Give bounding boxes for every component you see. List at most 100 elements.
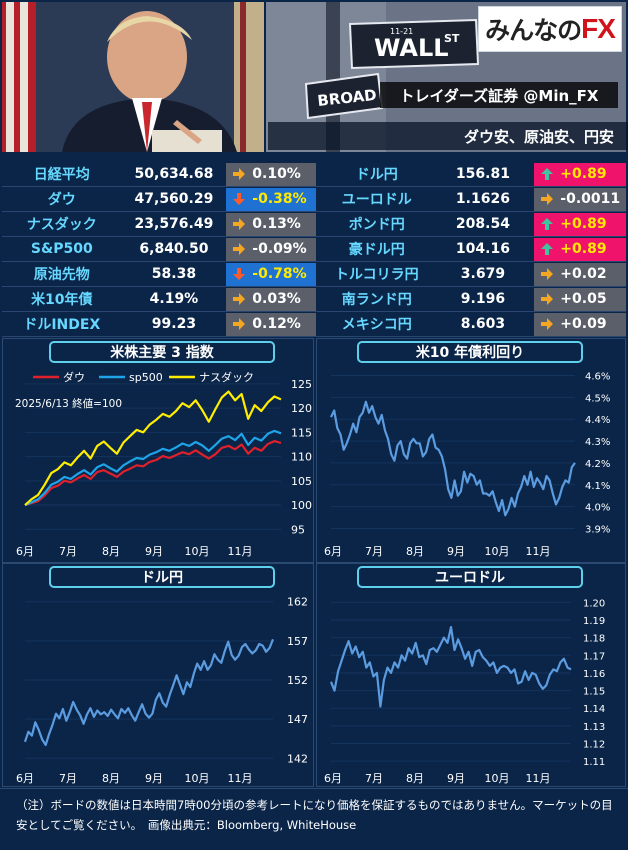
base-date-note: 2025/6/13 終値=100 xyxy=(15,397,122,410)
fx-name: ユーロドル xyxy=(341,192,412,208)
us-indices-chart: 95 100 105 110 115 120 125 6月 7月 8月 9月 10月 11月 ダウ sp50… xyxy=(15,370,312,558)
index-name: ダウ xyxy=(47,192,76,208)
sign-street-num: 11-21 xyxy=(390,27,413,36)
y-tick-label: 125 xyxy=(291,378,312,391)
fx-value: 208.54 xyxy=(455,216,510,232)
arrow-down-icon xyxy=(233,193,246,205)
fx-change-value: -0.0011 xyxy=(560,191,621,207)
x-tick-label: 6月 xyxy=(16,772,34,785)
index-name: 米10年債 xyxy=(31,292,93,308)
arrow-right-icon xyxy=(541,318,554,330)
arrow-right-icon xyxy=(541,193,554,205)
x-tick-label: 10月 xyxy=(185,772,210,785)
x-tick-label: 6月 xyxy=(324,772,342,785)
arrow-right-icon xyxy=(233,293,246,305)
y-tick-label: 4.5% xyxy=(585,393,610,404)
arrow-up-icon xyxy=(541,168,554,180)
fx-change-value: +0.89 xyxy=(560,166,607,182)
fx-value: 156.81 xyxy=(455,166,510,182)
x-tick-label: 7月 xyxy=(59,772,77,785)
index-change: 0.13% xyxy=(226,212,316,236)
index-value: 58.38 xyxy=(151,266,197,282)
chart-panel-us10y: 3.9% 4.0% 4.1% 4.2% 4.3% 4.4% 4.5% 4.6% 6月 7月 8月 9月… xyxy=(316,338,626,563)
fx-value: 9.196 xyxy=(460,291,506,307)
fx-value: 8.603 xyxy=(460,316,506,332)
y-tick-label: 1.20 xyxy=(583,598,605,609)
x-tick-label: 9月 xyxy=(145,772,163,785)
series-line-ダウ xyxy=(24,439,282,507)
y-tick-label: 1.18 xyxy=(583,634,605,645)
x-tick-label: 10月 xyxy=(185,545,210,558)
y-tick-label: 1.17 xyxy=(583,651,605,662)
fx-change: -0.0011 xyxy=(534,187,626,211)
x-tick-label: 10月 xyxy=(485,772,510,785)
x-tick-label: 9月 xyxy=(447,772,465,785)
x-tick-label: 7月 xyxy=(365,772,383,785)
x-tick-label: 11月 xyxy=(526,545,551,558)
series-line-main xyxy=(329,625,572,708)
fx-change: +0.89 xyxy=(534,162,626,186)
rate-row: 原油先物 58.38 -0.78% トルコリラ円 3.679 +0.02 xyxy=(2,262,626,287)
y-tick-label: 1.12 xyxy=(583,740,605,751)
fx-change-value: +0.05 xyxy=(560,291,607,307)
whitehouse-photo xyxy=(2,2,264,152)
y-tick-label: 1.11 xyxy=(583,757,605,768)
x-tick-label: 6月 xyxy=(16,545,34,558)
eurusd-chart: 1.11 1.12 1.13 1.14 1.15 1.16 1.17 1.18 1.19 1.20… xyxy=(324,598,605,785)
index-value: 50,634.68 xyxy=(134,166,214,182)
index-value: 6,840.50 xyxy=(139,241,209,257)
fx-value: 3.679 xyxy=(460,266,506,282)
index-change: 0.03% xyxy=(226,287,316,311)
arrow-right-icon xyxy=(541,293,554,305)
y-tick-label: 100 xyxy=(291,499,312,512)
y-tick-label: 4.1% xyxy=(585,481,610,492)
market-rates-table: 日経平均 50,634.68 0.10% ドル円 156.81 +0.89 ダウ 47,560… xyxy=(2,162,626,337)
rate-row: 日経平均 50,634.68 0.10% ドル円 156.81 +0.89 xyxy=(2,162,626,187)
index-change-value: 0.10% xyxy=(252,166,301,182)
y-tick-label: 110 xyxy=(291,451,312,464)
chart-panel-usdjpy: 142 147 152 157 162 6月 7月 8月 9月 10月 11月 ドル円 xyxy=(2,563,314,787)
fx-name: 豪ドル円 xyxy=(348,242,405,258)
index-value: 47,560.29 xyxy=(134,191,214,207)
chart-title-eurusd: ユーロドル xyxy=(357,566,583,588)
y-tick-label: 152 xyxy=(287,674,308,687)
index-name: 日経平均 xyxy=(33,167,90,183)
y-tick-label: 4.6% xyxy=(585,372,610,383)
y-tick-label: 4.4% xyxy=(585,415,610,426)
y-tick-label: 1.14 xyxy=(583,704,605,715)
rate-row: S&P500 6,840.50 -0.09% 豪ドル円 104.16 +0.89 xyxy=(2,237,626,262)
y-tick-label: 3.9% xyxy=(585,524,610,535)
y-tick-label: 147 xyxy=(287,713,308,726)
legend-label: ダウ xyxy=(63,370,85,384)
y-tick-label: 95 xyxy=(291,523,305,536)
disclaimer-footnote: （注）ボードの数値は日本時間7時00分頃の参考レートになり価格を保証するものでは… xyxy=(0,788,628,850)
x-tick-label: 7月 xyxy=(365,545,383,558)
fx-name: メキシコ円 xyxy=(341,317,412,333)
rate-row: ドルINDEX 99.23 0.12% メキシコ円 8.603 +0.09 xyxy=(2,312,626,337)
y-tick-label: 105 xyxy=(291,475,312,488)
arrow-right-icon xyxy=(233,218,246,230)
index-change: 0.10% xyxy=(226,162,316,186)
x-tick-label: 10月 xyxy=(485,545,510,558)
y-tick-label: 120 xyxy=(291,402,312,415)
index-name: S&P500 xyxy=(30,241,93,257)
fx-change: +0.89 xyxy=(534,237,626,261)
arrow-down-icon xyxy=(233,268,246,280)
series-line-main xyxy=(23,638,275,747)
fx-name: ポンド円 xyxy=(348,217,405,233)
us10y-chart: 3.9% 4.0% 4.1% 4.2% 4.3% 4.4% 4.5% 4.6% 6月 7月 8月 9月… xyxy=(324,372,610,558)
sign-wall: WALL xyxy=(374,34,449,62)
index-change-value: 0.12% xyxy=(252,316,301,332)
broker-caption: トレイダーズ証券 @Min_FX xyxy=(380,82,618,108)
index-change-value: -0.78% xyxy=(252,266,307,282)
legend-label: ナスダック xyxy=(199,370,254,384)
fx-name: トルコリラ円 xyxy=(334,267,419,283)
index-name: 原油先物 xyxy=(33,267,90,283)
x-tick-label: 11月 xyxy=(228,772,253,785)
index-change-value: 0.03% xyxy=(252,291,301,307)
x-tick-label: 9月 xyxy=(447,545,465,558)
fx-change-value: +0.02 xyxy=(560,266,607,282)
fx-value: 1.1626 xyxy=(455,191,510,207)
chart-title-usdjpy: ドル円 xyxy=(49,566,275,588)
usdjpy-chart: 142 147 152 157 162 6月 7月 8月 9月 10月 11月 xyxy=(16,596,308,785)
